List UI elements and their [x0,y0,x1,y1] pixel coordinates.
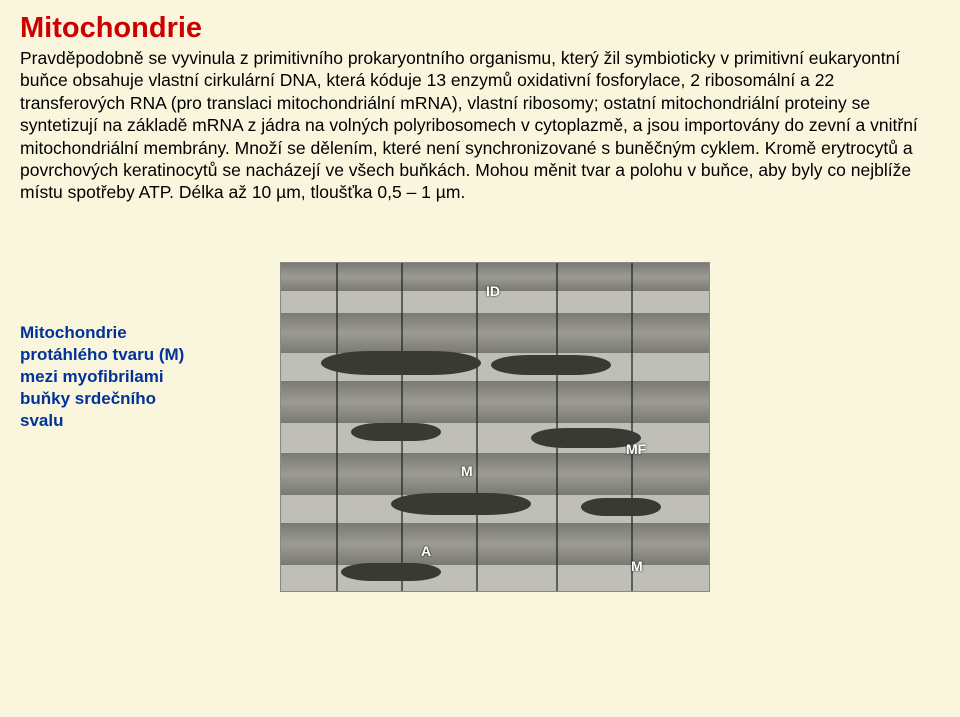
micrograph-label-id: ID [486,283,500,299]
micrograph-image: ID M A MF M [280,262,710,592]
caption-line: mezi myofibrilami [20,366,220,388]
lower-section: Mitochondrie protáhlého tvaru (M) mezi m… [20,222,940,592]
body-paragraph: Pravděpodobně se vyvinula z primitivního… [20,47,940,204]
caption-line: buňky srdečního [20,388,220,410]
micrograph-label-m: M [461,463,473,479]
caption-line: protáhlého tvaru (M) [20,344,220,366]
figure-caption: Mitochondrie protáhlého tvaru (M) mezi m… [20,322,220,432]
micrograph-label-mf: MF [626,441,646,457]
caption-line: svalu [20,410,220,432]
caption-line: Mitochondrie [20,322,220,344]
page-title: Mitochondrie [20,12,940,45]
micrograph-label-m2: M [631,558,643,574]
micrograph-label-a: A [421,543,431,559]
